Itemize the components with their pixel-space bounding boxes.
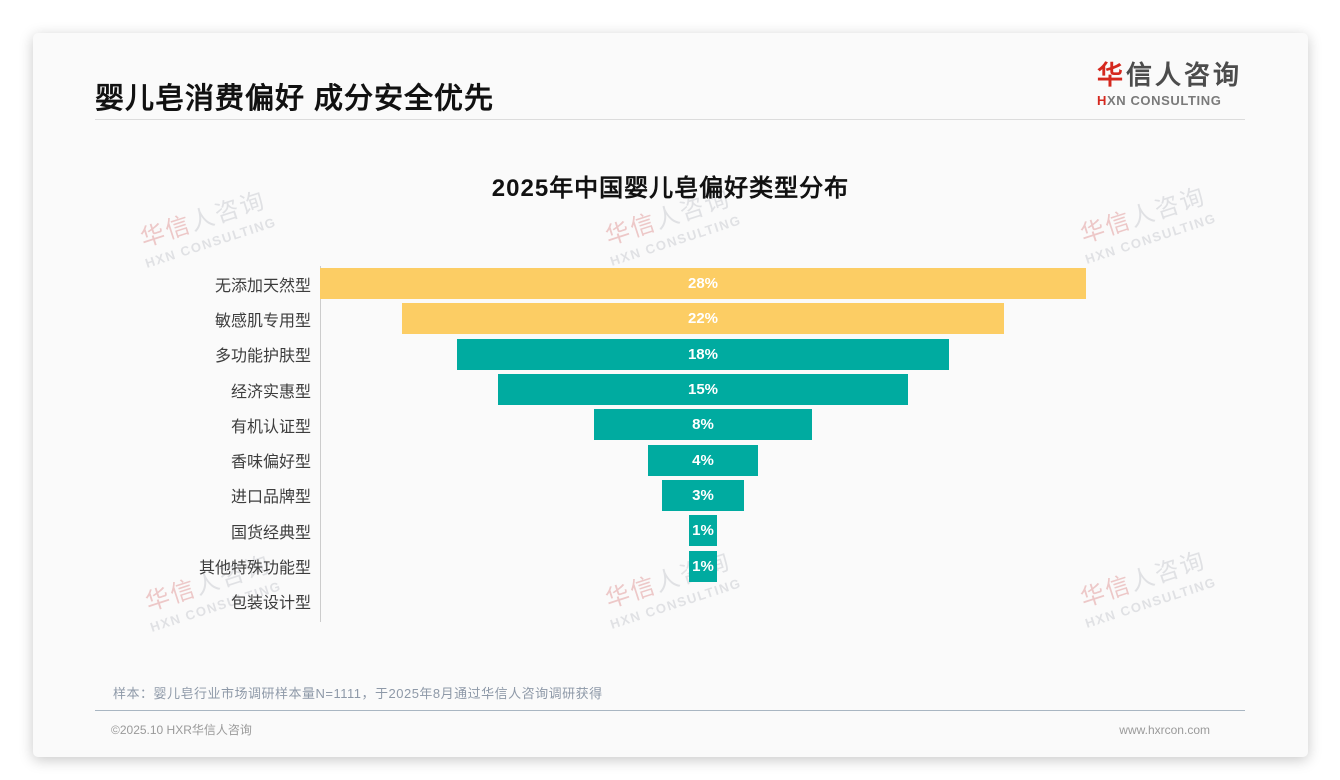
bar-zone: 22% xyxy=(320,301,1086,336)
bar-zone: 1% xyxy=(320,548,1086,583)
category-label: 多功能护肤型 xyxy=(214,348,311,366)
category-label: 香味偏好型 xyxy=(230,454,311,472)
funnel-bar: 1% xyxy=(689,550,717,582)
category-label: 经济实惠型 xyxy=(230,383,311,401)
category-label: 有机认证型 xyxy=(230,418,311,436)
logo-cn-text: 华信人咨询 xyxy=(1097,55,1242,92)
watermark: 华信人咨询 HXN CONSULTING xyxy=(1077,546,1219,631)
footer-divider xyxy=(95,710,1245,711)
page-title: 婴儿皂消费偏好 成分安全优先 xyxy=(95,83,495,115)
chart-row: 香味偏好型 4% xyxy=(83,442,1086,477)
category-label: 包装设计型 xyxy=(230,595,311,613)
funnel-bar: 15% xyxy=(497,374,909,406)
bar-zone: 28% xyxy=(320,266,1086,301)
bar-value-label: 1% xyxy=(692,557,714,575)
bar-zone: 3% xyxy=(320,478,1086,513)
sample-note: 样本：婴儿皂行业市场调研样本量N=1111，于2025年8月通过华信人咨询调研获… xyxy=(113,686,603,701)
bar-zone: 8% xyxy=(320,407,1086,442)
logo-en-accent: H xyxy=(1096,93,1107,108)
bar-zone: 1% xyxy=(320,513,1086,548)
logo-cn-accent: 华 xyxy=(1096,60,1126,90)
funnel-bar: 4% xyxy=(648,444,758,476)
funnel-bar: 22% xyxy=(402,303,1004,335)
chart-row: 有机认证型 8% xyxy=(83,407,1086,442)
bar-zone: 4% xyxy=(320,442,1086,477)
category-label: 进口品牌型 xyxy=(230,489,311,507)
chart-axis-line xyxy=(320,266,321,622)
report-card: 婴儿皂消费偏好 成分安全优先 华信人咨询 HXN CONSULTING 华信人咨… xyxy=(33,33,1308,757)
funnel-bar: 1% xyxy=(689,515,717,547)
category-label: 敏感肌专用型 xyxy=(214,312,311,330)
bar-zone xyxy=(320,584,1086,619)
logo-en-text: HXN CONSULTING xyxy=(1097,93,1242,108)
chart-row: 进口品牌型 3% xyxy=(83,478,1086,513)
category-label: 无添加天然型 xyxy=(214,277,311,295)
funnel-bar: 8% xyxy=(593,409,813,441)
bar-value-label: 18% xyxy=(687,345,718,363)
bar-value-label: 22% xyxy=(687,310,719,328)
footer-copyright: ©2025.10 HXR华信人咨询 xyxy=(111,723,252,737)
bar-value-label: 4% xyxy=(692,451,714,469)
bar-zone: 15% xyxy=(320,372,1086,407)
bar-value-label: 1% xyxy=(692,522,714,540)
category-label: 其他特殊功能型 xyxy=(198,560,311,578)
header-divider xyxy=(95,119,1245,120)
bar-value-label: 8% xyxy=(692,416,714,434)
chart-row: 敏感肌专用型 22% xyxy=(83,301,1086,336)
chart-row: 包装设计型 xyxy=(83,584,1086,619)
chart-row: 经济实惠型 15% xyxy=(83,372,1086,407)
logo-en-rest: XN CONSULTING xyxy=(1106,93,1222,108)
chart-title: 2025年中国婴儿皂偏好类型分布 xyxy=(491,175,850,202)
funnel-bar: 28% xyxy=(320,268,1086,300)
bar-value-label: 15% xyxy=(687,381,719,399)
company-logo: 华信人咨询 HXN CONSULTING xyxy=(1097,55,1242,108)
chart-row: 其他特殊功能型 1% xyxy=(83,548,1086,583)
funnel-chart: 无添加天然型 28% 敏感肌专用型 22% 多功能护肤型 18% 经济实惠型 15% 有机认证型… xyxy=(83,266,1086,619)
bar-value-label: 28% xyxy=(687,275,719,293)
chart-row: 无添加天然型 28% xyxy=(83,266,1086,301)
chart-row: 国货经典型 1% xyxy=(83,513,1086,548)
bar-zone: 18% xyxy=(320,337,1086,372)
chart-row: 多功能护肤型 18% xyxy=(83,337,1086,372)
funnel-bar: 18% xyxy=(456,338,950,370)
logo-cn-rest: 信人咨询 xyxy=(1125,60,1242,90)
bar-value-label: 3% xyxy=(692,486,714,504)
funnel-bar: 3% xyxy=(661,479,745,511)
footer-website: www.hxrcon.com xyxy=(1119,723,1210,737)
category-label: 国货经典型 xyxy=(230,524,311,542)
